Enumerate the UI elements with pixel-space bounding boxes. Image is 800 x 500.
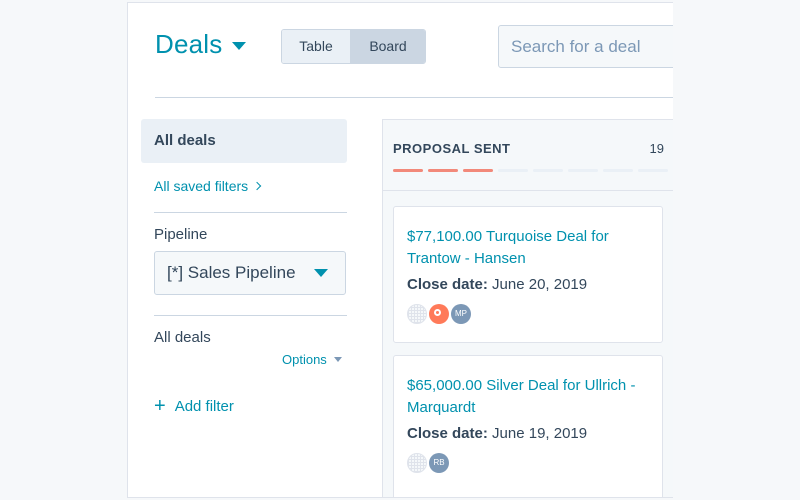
table-view-button[interactable]: Table: [282, 30, 351, 63]
page-title: Deals: [155, 29, 223, 59]
deal-card[interactable]: $65,000.00 Silver Deal for Ullrich - Mar…: [393, 355, 663, 497]
avatar[interactable]: MP: [451, 304, 471, 324]
saved-filters-label: All saved filters: [154, 178, 249, 194]
caret-down-icon: [314, 269, 328, 277]
deal-associations: MP: [407, 304, 648, 324]
deal-associations: RB: [407, 453, 648, 473]
company-placeholder-icon[interactable]: [407, 304, 427, 324]
pipeline-selected-value: [*] Sales Pipeline: [167, 263, 296, 282]
close-date: Close date: June 19, 2019: [407, 423, 648, 444]
options-label: Options: [282, 352, 327, 367]
filter-section-label: All deals: [154, 329, 211, 346]
chevron-right-icon: [252, 181, 262, 191]
deals-panel: Deals Table Board Search for a deal All …: [127, 2, 673, 498]
board-column: PROPOSAL SENT 19 $77,100.00 Turquoise De…: [382, 119, 673, 497]
deal-card[interactable]: $77,100.00 Turquoise Deal for Trantow - …: [393, 206, 663, 343]
all-saved-filters-link[interactable]: All saved filters: [154, 178, 262, 194]
all-deals-view[interactable]: All deals: [141, 119, 347, 163]
avatar[interactable]: RB: [429, 453, 449, 473]
pipeline-label: Pipeline: [154, 226, 208, 243]
progress-segment: [603, 169, 633, 172]
progress-segment: [393, 169, 423, 172]
progress-segment: [638, 169, 668, 172]
add-filter-label: Add filter: [174, 397, 234, 415]
close-date-label: Close date:: [407, 425, 488, 442]
progress-segment: [568, 169, 598, 172]
close-date: Close date: June 20, 2019: [407, 274, 648, 295]
column-header: PROPOSAL SENT 19: [383, 120, 673, 191]
close-date-value: June 20, 2019: [492, 276, 588, 293]
board-view-button[interactable]: Board: [351, 30, 425, 63]
column-title: PROPOSAL SENT: [393, 141, 511, 156]
caret-down-icon: [333, 357, 342, 362]
caret-down-icon: [232, 42, 247, 50]
close-date-label: Close date:: [407, 276, 488, 293]
progress-segment: [498, 169, 528, 172]
progress-segment: [533, 169, 563, 172]
close-date-value: June 19, 2019: [492, 425, 588, 442]
column-count: 19: [649, 141, 664, 156]
plus-icon: +: [154, 395, 166, 417]
add-filter-button[interactable]: + Add filter: [154, 395, 234, 417]
search-input[interactable]: Search for a deal: [498, 25, 673, 68]
deals-title-dropdown[interactable]: Deals: [155, 29, 247, 60]
pipeline-select[interactable]: [*] Sales Pipeline: [154, 251, 346, 295]
company-placeholder-icon[interactable]: [407, 453, 427, 473]
stage-progress-bar: [393, 169, 668, 172]
sidebar-divider: [154, 315, 347, 316]
progress-segment: [428, 169, 458, 172]
options-dropdown[interactable]: Options: [282, 352, 342, 367]
hubspot-sprocket-icon[interactable]: [429, 304, 449, 324]
header-divider: [155, 97, 673, 98]
progress-segment: [463, 169, 493, 172]
deal-title-link[interactable]: $65,000.00 Silver Deal for Ullrich - Mar…: [407, 377, 636, 416]
view-toggle: Table Board: [281, 29, 426, 64]
sidebar-divider: [154, 212, 347, 213]
deal-title-link[interactable]: $77,100.00 Turquoise Deal for Trantow - …: [407, 228, 609, 267]
